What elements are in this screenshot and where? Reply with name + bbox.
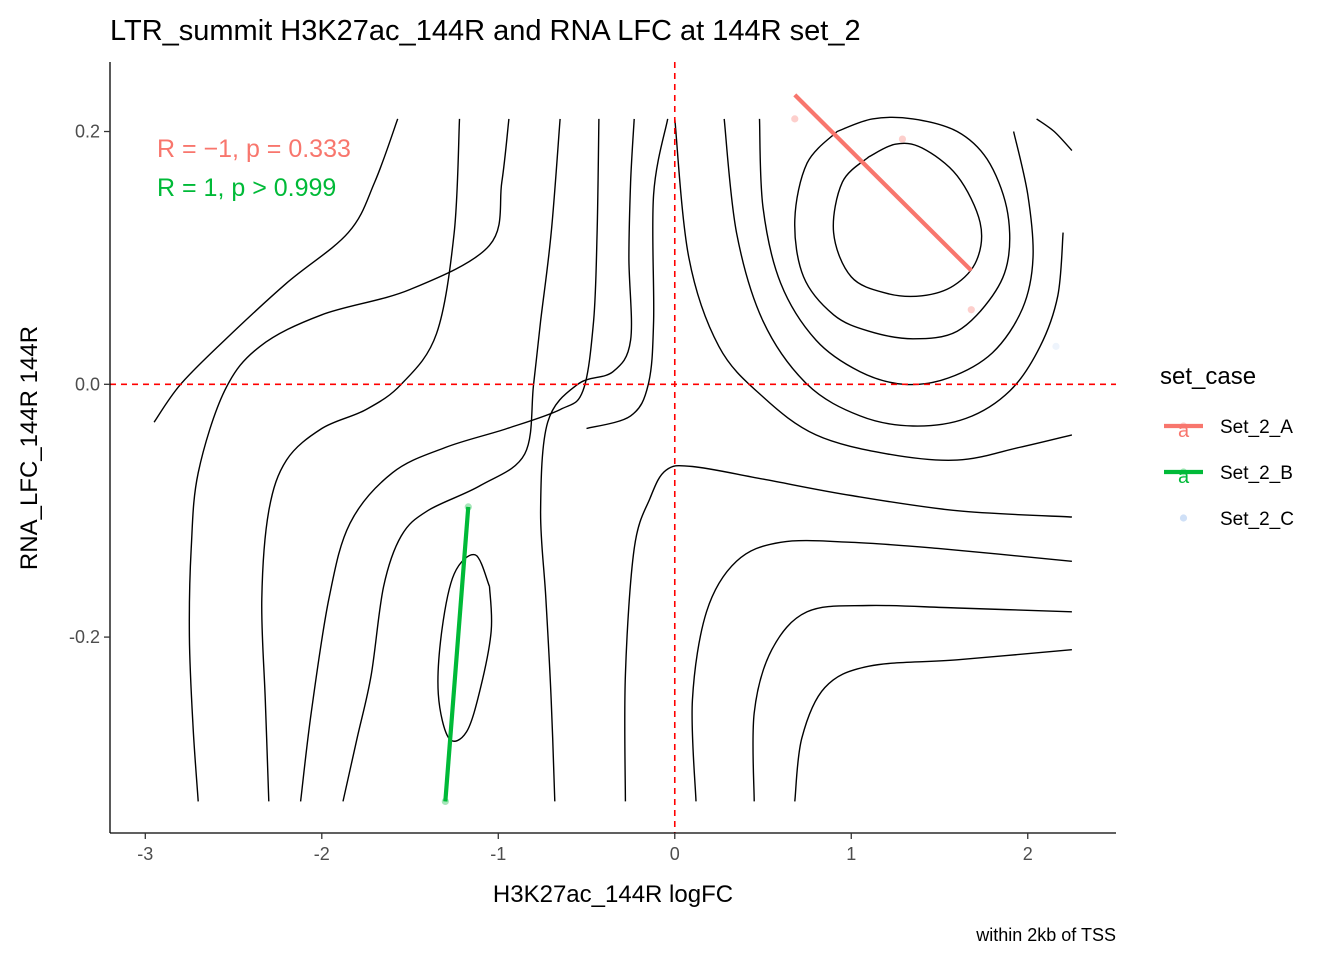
legend-key-point-set-2-a <box>1179 422 1188 430</box>
legend: set_case a a Set_2_A Set_2_B Set_2_C <box>1160 363 1294 530</box>
x-axis-ticks: -3 -2 -1 0 1 2 <box>137 833 1033 864</box>
x-tick-label: 2 <box>1023 844 1033 864</box>
legend-label-set-2-a: Set_2_A <box>1220 417 1293 438</box>
contour-line-11 <box>794 649 1072 802</box>
contour-line-8 <box>624 464 1072 802</box>
contour-line-3 <box>758 118 1034 386</box>
contour-line-6 <box>586 118 669 430</box>
chart-title: LTR_summit H3K27ac_144R and RNA LFC at 1… <box>110 15 861 47</box>
reference-lines <box>110 62 1116 833</box>
stat-label-set-2-a: R = −1, p = 0.333 <box>157 135 351 163</box>
legend-title: set_case <box>1160 363 1256 390</box>
stat-label-set-2-b: R = 1, p > 0.999 <box>157 174 336 202</box>
regression-lines <box>443 93 973 802</box>
contour-line-16 <box>261 118 461 802</box>
plot-area <box>110 62 1116 833</box>
data-point-set-2-a-0 <box>791 115 799 123</box>
contour-line-13 <box>539 118 635 802</box>
x-axis-title: H3K27ac_144R logFC <box>493 881 733 908</box>
contour-line-7 <box>1036 118 1073 151</box>
y-axis-ticks: -0.2 0.0 0.2 <box>69 122 110 647</box>
contour-line-4 <box>723 118 1064 427</box>
x-tick-label: -2 <box>314 844 330 864</box>
legend-label-set-2-b: Set_2_B <box>1220 463 1293 484</box>
data-point-set-2-a-2 <box>967 306 975 314</box>
contour-line-17 <box>153 118 399 423</box>
legend-key-text-set-2-a: a <box>1178 420 1190 442</box>
y-tick-label: 0.0 <box>75 374 100 394</box>
legend-key-point-set-2-b <box>1179 468 1188 476</box>
data-point-set-2-a-1 <box>898 135 907 143</box>
contour-line-15 <box>188 118 510 802</box>
axes: -3 -2 -1 0 1 2 -0.2 0.0 0.2 <box>69 62 1116 864</box>
contour-line-9 <box>691 539 1072 802</box>
correlation-stats: R = −1, p = 0.333 R = 1, p > 0.999 <box>157 135 351 202</box>
contour-line-14 <box>342 118 561 802</box>
y-tick-label: 0.2 <box>75 122 100 142</box>
legend-key-text-set-2-b: a <box>1178 466 1190 488</box>
data-point-set-2-c-0 <box>1052 342 1060 350</box>
data-points <box>441 115 1060 806</box>
x-tick-label: -1 <box>490 844 506 864</box>
fit-line-set-2-a <box>793 93 973 273</box>
contour-line-2 <box>794 116 1011 340</box>
chart-caption: within 2kb of TSS <box>975 925 1116 945</box>
contour-line-0 <box>437 553 493 742</box>
x-tick-label: -3 <box>137 844 153 864</box>
contour-line-1 <box>832 142 983 298</box>
contour-line-12 <box>299 118 600 802</box>
density-contours <box>153 116 1073 802</box>
contour-line-5 <box>674 118 1073 462</box>
contour-line-10 <box>752 604 1072 802</box>
y-tick-label: -0.2 <box>69 627 100 647</box>
x-tick-label: 0 <box>670 844 680 864</box>
legend-key-point-set-2-c <box>1179 514 1188 522</box>
legend-label-set-2-c: Set_2_C <box>1220 509 1294 530</box>
fit-line-set-2-b <box>443 506 471 802</box>
x-tick-label: 1 <box>846 844 856 864</box>
y-axis-title: RNA_LFC_144R 144R <box>16 326 43 570</box>
